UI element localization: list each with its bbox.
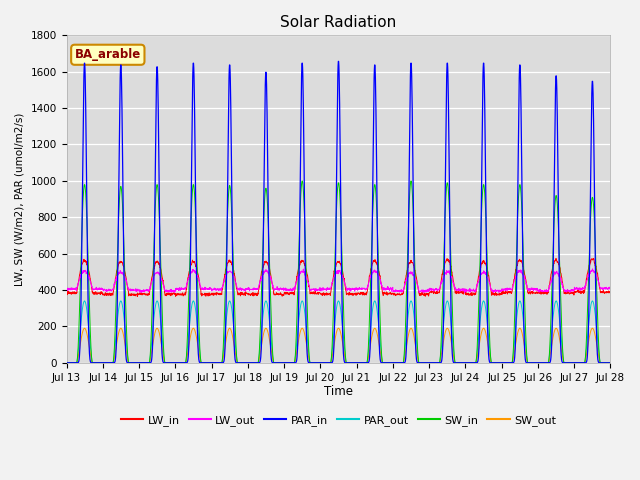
Line: PAR_out: PAR_out xyxy=(67,301,611,363)
LW_in xyxy=(63,289,70,295)
SW_out xyxy=(214,360,222,366)
LW_out xyxy=(589,266,596,272)
LW_out xyxy=(354,286,362,291)
SW_out xyxy=(497,360,504,366)
SW_in xyxy=(366,295,374,301)
PAR_in xyxy=(214,360,222,366)
Text: BA_arable: BA_arable xyxy=(75,48,141,61)
Line: PAR_in: PAR_in xyxy=(67,61,611,363)
LW_in xyxy=(574,288,582,294)
PAR_out xyxy=(81,298,88,304)
SW_in xyxy=(214,360,222,366)
PAR_in xyxy=(335,59,342,64)
PAR_out xyxy=(559,350,566,356)
LW_out xyxy=(607,286,614,292)
LW_in xyxy=(497,291,504,297)
PAR_out xyxy=(63,360,70,366)
Line: SW_in: SW_in xyxy=(67,181,611,363)
PAR_out xyxy=(574,360,582,366)
SW_out xyxy=(607,360,614,366)
SW_in xyxy=(574,360,582,366)
LW_out xyxy=(415,290,423,296)
PAR_out xyxy=(214,360,222,366)
LW_in xyxy=(552,255,560,261)
Title: Solar Radiation: Solar Radiation xyxy=(280,15,397,30)
SW_out xyxy=(81,325,88,331)
LW_in xyxy=(607,289,614,295)
LW_in xyxy=(366,271,374,277)
SW_in xyxy=(355,360,362,366)
SW_out xyxy=(355,360,362,366)
LW_out xyxy=(366,276,374,282)
SW_out xyxy=(366,344,374,349)
LW_in xyxy=(214,291,222,297)
Y-axis label: LW, SW (W/m2), PAR (umol/m2/s): LW, SW (W/m2), PAR (umol/m2/s) xyxy=(15,112,25,286)
PAR_in xyxy=(607,360,614,366)
LW_out xyxy=(497,288,504,294)
Line: LW_in: LW_in xyxy=(67,258,611,297)
SW_in xyxy=(607,360,614,366)
SW_in xyxy=(63,360,70,366)
PAR_in xyxy=(355,360,362,366)
LW_out xyxy=(559,283,566,289)
SW_out xyxy=(574,360,582,366)
SW_in xyxy=(298,178,306,184)
LW_out xyxy=(214,287,222,292)
PAR_in xyxy=(497,360,504,366)
Line: LW_out: LW_out xyxy=(67,269,611,293)
LW_in xyxy=(355,290,362,296)
Legend: LW_in, LW_out, PAR_in, PAR_out, SW_in, SW_out: LW_in, LW_out, PAR_in, PAR_out, SW_in, S… xyxy=(116,411,561,431)
X-axis label: Time: Time xyxy=(324,385,353,398)
SW_out xyxy=(559,354,566,360)
LW_in xyxy=(559,282,566,288)
PAR_out xyxy=(607,360,614,366)
SW_in xyxy=(497,360,504,366)
PAR_out xyxy=(366,331,374,337)
SW_out xyxy=(63,360,70,366)
SW_in xyxy=(559,346,566,351)
Line: SW_out: SW_out xyxy=(67,328,611,363)
LW_out xyxy=(63,286,70,291)
PAR_in xyxy=(63,360,70,366)
PAR_in xyxy=(366,346,374,351)
PAR_in xyxy=(559,360,566,365)
LW_out xyxy=(574,286,582,291)
PAR_in xyxy=(574,360,582,366)
PAR_out xyxy=(497,360,504,366)
PAR_out xyxy=(355,360,362,366)
LW_in xyxy=(134,294,141,300)
